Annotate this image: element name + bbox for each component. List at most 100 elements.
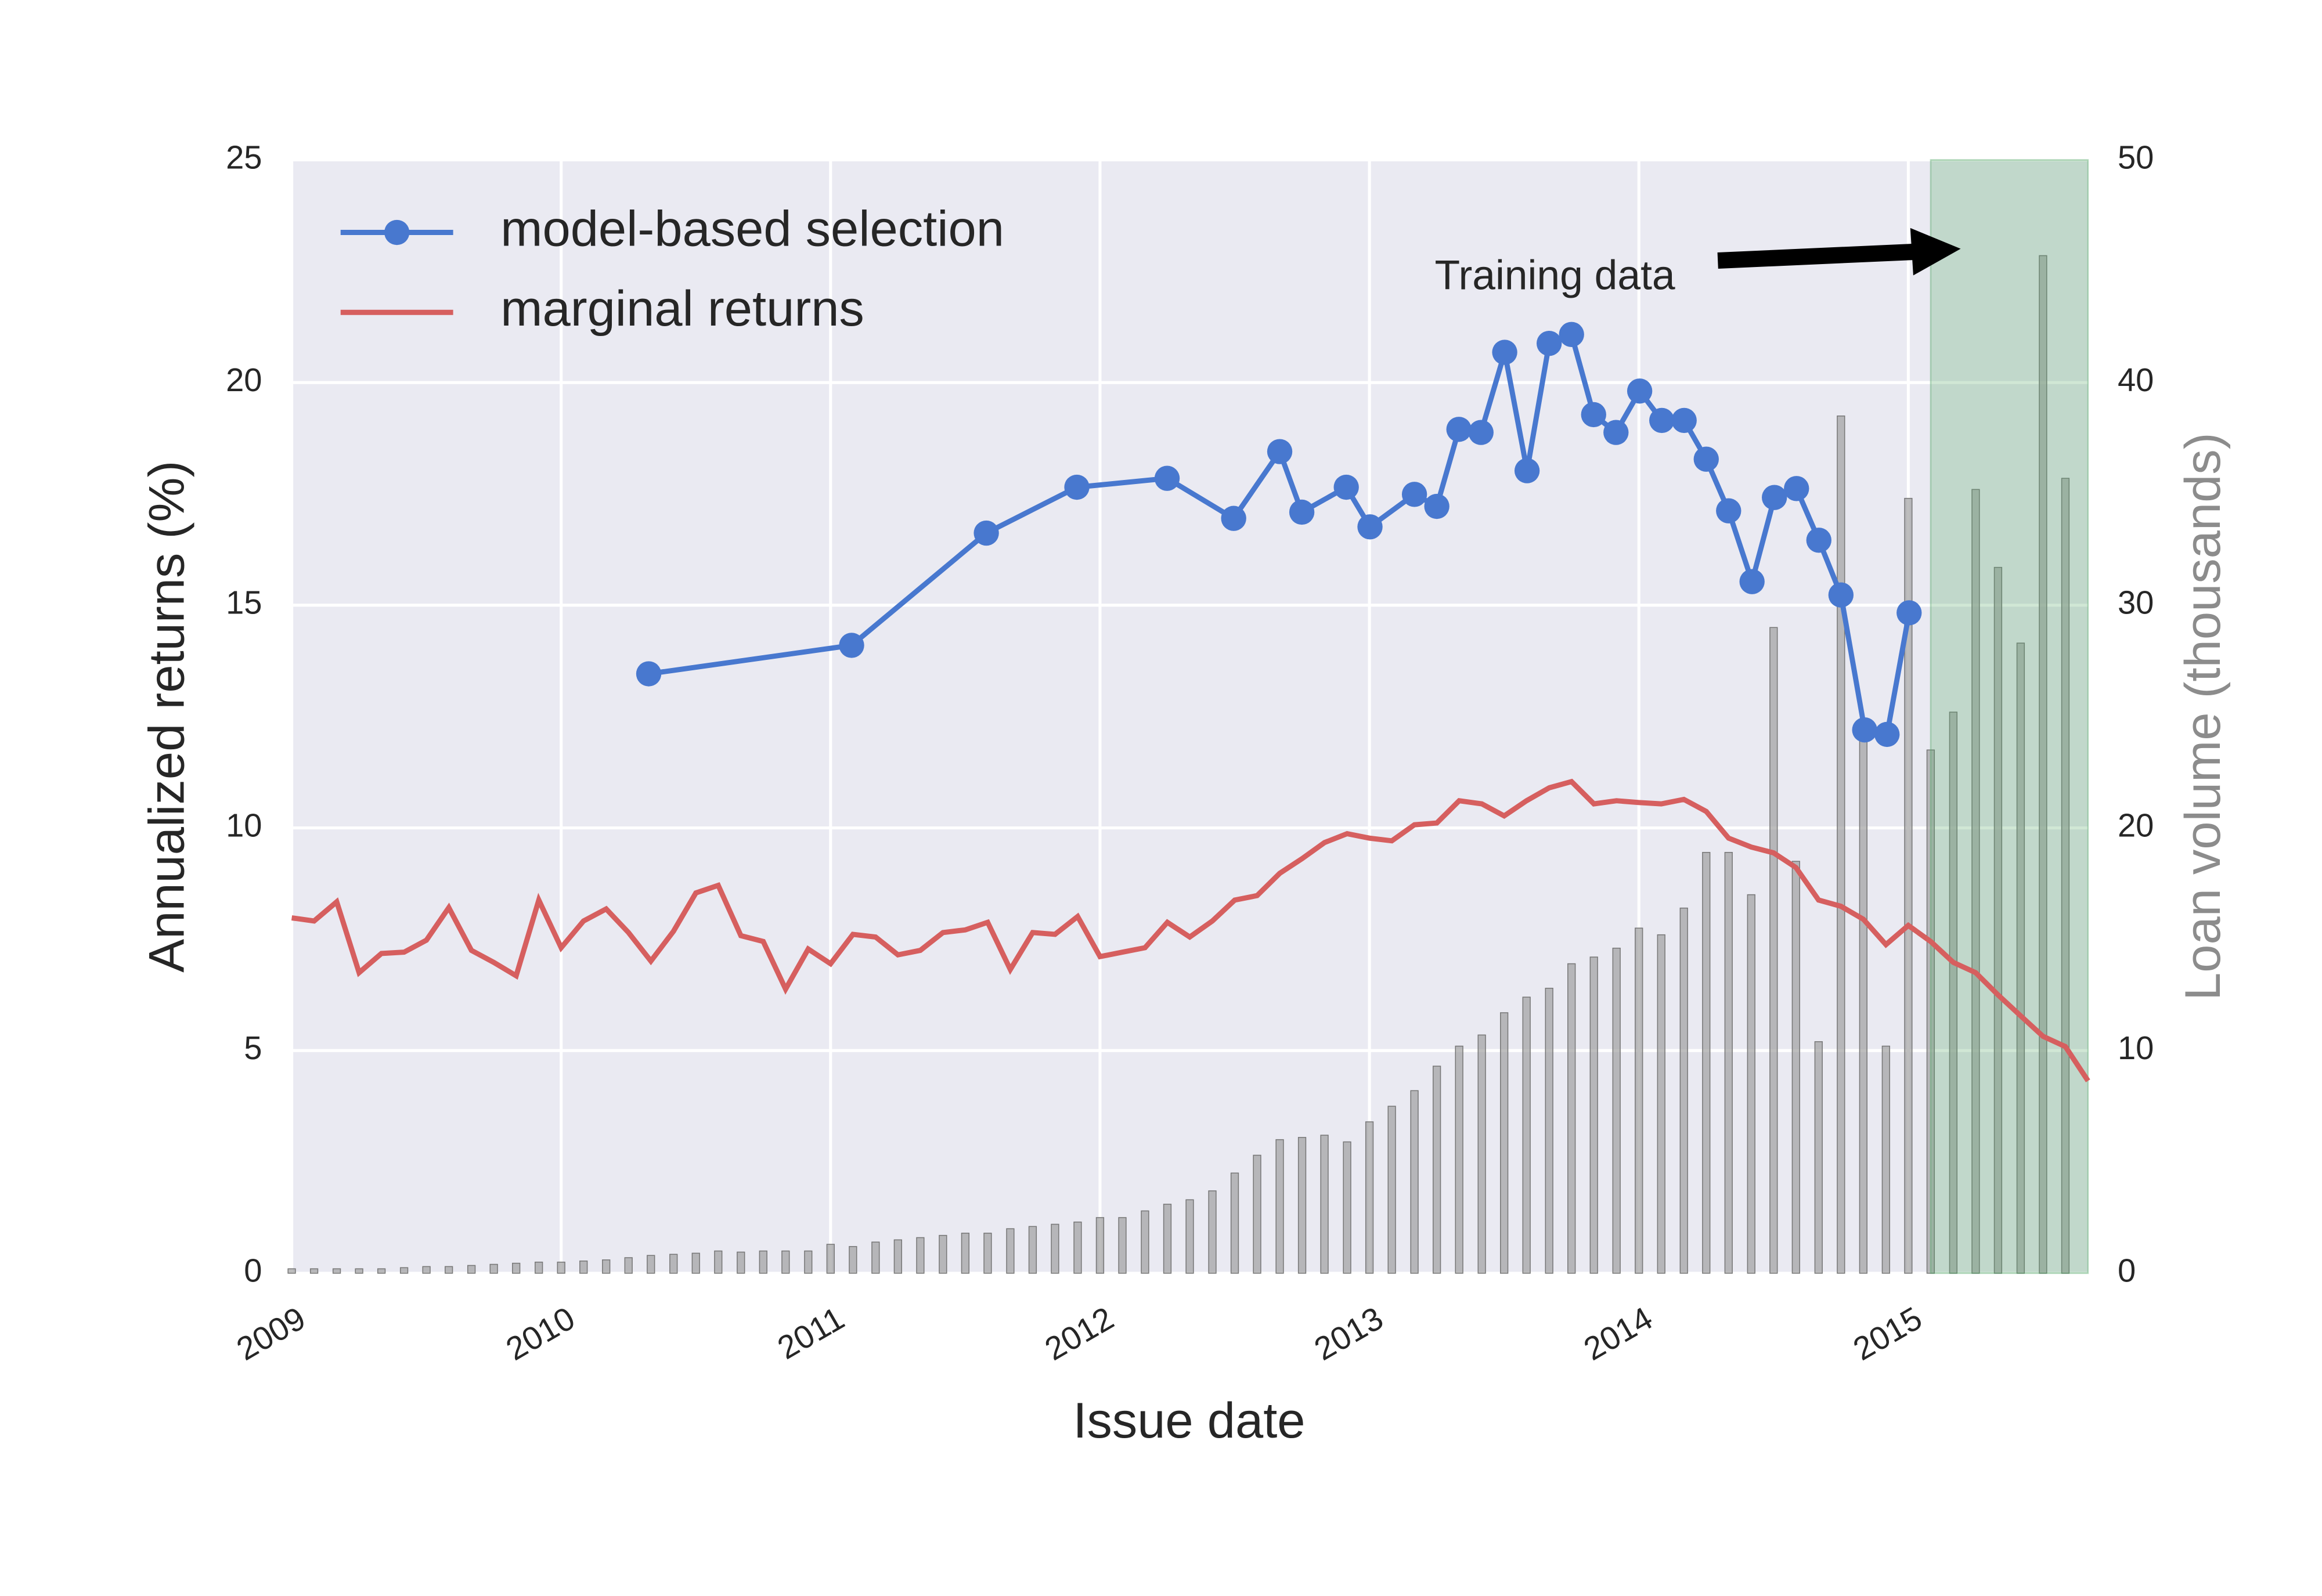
volume-bar [467,1265,476,1274]
volume-bar [1320,1135,1329,1274]
volume-bar [1073,1221,1082,1274]
volume-bar [1859,727,1867,1274]
marker [1874,721,1900,748]
marker [1514,458,1540,483]
volume-bar [1028,1226,1037,1274]
volume-bar [489,1263,498,1274]
volume-bar [309,1268,319,1274]
volume-bar [1702,851,1711,1274]
volume-bar [535,1261,543,1274]
volume-bar [1635,927,1643,1274]
legend: model-based selection marginal returns [340,200,1004,337]
volume-bar [1747,894,1755,1274]
volume-bar [1949,712,1958,1274]
marker [1627,378,1653,404]
marker [1716,498,1742,523]
volume-bar [1791,861,1800,1274]
y-tick-label: 15 [226,584,262,621]
volume-bar [1455,1045,1463,1274]
marker [1267,439,1293,464]
volume-bar [1724,851,1733,1274]
legend-label: model-based selection [500,200,1004,257]
x-tick-label: 2012 [1039,1299,1120,1367]
volume-bar [961,1233,970,1274]
marker [1064,474,1090,500]
volume-bar [1253,1154,1261,1274]
volume-bar [1230,1172,1239,1274]
marker [1446,417,1472,442]
y-tick-label: 5 [244,1030,262,1066]
volume-bar [332,1268,341,1274]
x-tick-label: 2015 [1847,1299,1928,1367]
marker [1603,420,1629,445]
marker [1671,407,1697,434]
training-region [1930,159,2089,1274]
y2-tick-label: 0 [2118,1252,2136,1289]
volume-bar [714,1250,723,1274]
volume-bar [1769,627,1778,1274]
annotation-arrow [1717,243,1919,269]
marker [1357,514,1383,540]
volume-bar [1275,1139,1284,1274]
marker [1649,407,1675,434]
marker [1333,474,1359,500]
volume-bar [1343,1141,1351,1274]
marker [1896,600,1922,626]
volume-bar [602,1259,611,1274]
volume-bar [1904,497,1913,1274]
y2-axis-label: Loan volume (thousands) [2175,432,2231,1001]
volume-bar [579,1261,588,1274]
volume-bar [1881,1045,1890,1274]
volume-bar [1387,1106,1396,1274]
volume-bar [1477,1034,1486,1274]
volume-bar [1410,1090,1419,1274]
volume-bar [1545,988,1553,1274]
volume-bar [1365,1121,1374,1274]
annotation-arrowhead [1910,228,1961,276]
volume-bar [512,1262,521,1274]
volume-bar [1297,1137,1307,1274]
marker [1581,402,1606,428]
volume-bar [444,1266,453,1274]
volume-bar [804,1250,813,1274]
volume-bar [624,1257,633,1274]
volume-bar [1185,1199,1194,1274]
volume-bar [1208,1190,1217,1274]
volume-bar [377,1268,386,1274]
marker [636,661,662,687]
volume-bar [1051,1223,1059,1274]
marker [973,520,999,546]
volume-bar [2061,478,2070,1274]
volume-bar [893,1239,902,1274]
volume-bar [1993,566,2003,1274]
volume-bar [422,1266,431,1274]
volume-bar [1006,1228,1015,1274]
volume-bar [1095,1217,1105,1274]
volume-bar [781,1250,790,1274]
marker [1401,482,1427,507]
marker [1762,485,1787,510]
y-tick-label: 25 [226,139,262,175]
volume-bar [1589,956,1598,1274]
volume-bar [1163,1204,1172,1274]
volume-bar [1432,1066,1441,1274]
volume-bar [355,1268,363,1274]
legend-marker [384,219,410,245]
volume-bar [1141,1210,1149,1274]
legend-label: marginal returns [500,280,864,337]
plot-background [291,160,2088,1273]
marker [1828,582,1854,608]
marker [1784,476,1809,501]
volume-bar [983,1233,992,1274]
annotation: Training data [1434,252,1675,298]
marker [1221,505,1246,531]
volume-bar [1118,1217,1127,1274]
marker [839,633,864,658]
marker [1424,493,1450,519]
marker [1289,499,1315,525]
y2-tick-label: 20 [2118,807,2154,843]
volume-bar [1926,749,1935,1274]
volume-bar [1814,1041,1823,1274]
marker [1492,340,1517,365]
